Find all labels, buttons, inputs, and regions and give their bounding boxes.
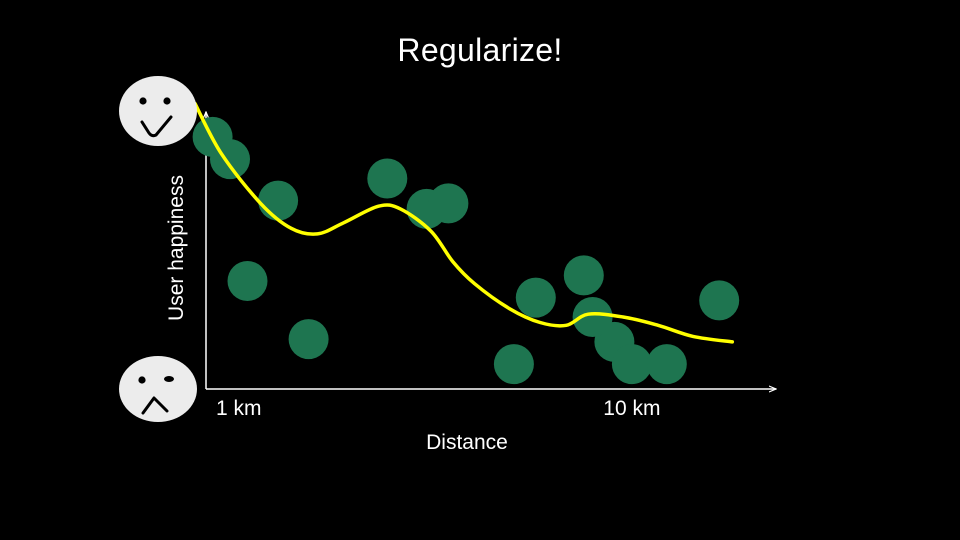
data-point	[572, 297, 613, 337]
data-point	[699, 280, 740, 321]
fitted-curve	[193, 101, 735, 344]
data-point	[515, 277, 556, 318]
happy-face-icon	[119, 76, 197, 146]
data-point	[493, 344, 534, 385]
data-point	[611, 344, 652, 385]
data-point	[563, 255, 604, 296]
data-point	[227, 261, 268, 301]
slide-title: Regularize!	[397, 32, 563, 68]
data-point	[428, 183, 469, 224]
data-point	[367, 158, 408, 199]
x-tick-label: 10 km	[603, 397, 660, 420]
y-axis-label: User happiness	[165, 175, 188, 321]
sad-face-icon	[119, 356, 197, 422]
data-point	[646, 344, 687, 385]
x-axis-label: Distance	[426, 431, 508, 454]
data-point	[258, 180, 299, 221]
data-point	[288, 319, 329, 360]
x-tick-label: 1 km	[216, 397, 262, 420]
